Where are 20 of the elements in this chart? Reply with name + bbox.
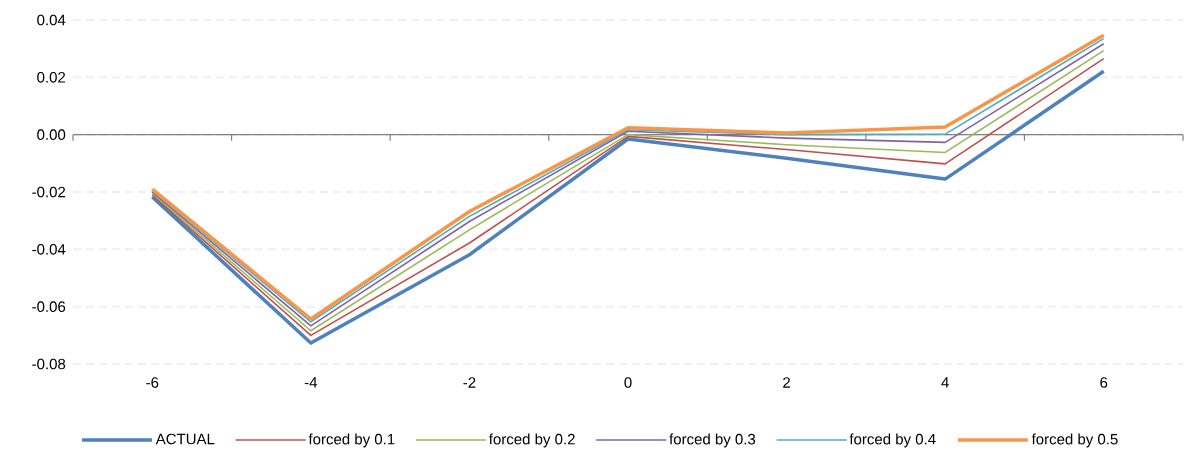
legend-label: forced by 0.2	[488, 433, 575, 448]
x-tick-label: -4	[304, 377, 318, 388]
y-tick-label: -0.08	[32, 358, 66, 370]
legend-label: forced by 0.5	[1031, 433, 1118, 448]
y-tick-label: -0.02	[32, 186, 66, 198]
y-tick-label: -0.06	[32, 301, 66, 312]
y-tick-label: -0.04	[32, 244, 66, 255]
x-tick-label: 4	[941, 377, 949, 388]
x-tick-label: 6	[1100, 377, 1108, 388]
legend-label: ACTUAL	[155, 433, 215, 445]
x-tick-label: -2	[463, 377, 476, 388]
legend-label: forced by 0.4	[849, 433, 936, 448]
x-tick-label: 0	[624, 377, 632, 388]
x-tick-label: 2	[783, 377, 790, 388]
legend-label: forced by 0.3	[669, 433, 756, 448]
legend-label: forced by 0.1	[308, 433, 395, 448]
y-tick-label: 0.00	[37, 129, 66, 140]
y-tick-label: 0.04	[37, 14, 66, 26]
y-tick-label: 0.02	[37, 72, 66, 83]
x-tick-label: -6	[146, 377, 159, 388]
